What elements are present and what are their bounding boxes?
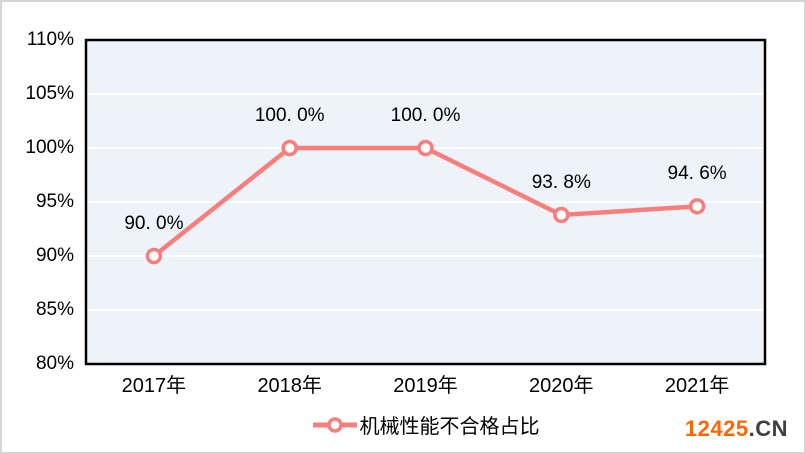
watermark-suffix: .CN xyxy=(748,416,788,441)
data-label: 100. 0% xyxy=(254,105,325,126)
data-point-marker xyxy=(688,198,706,215)
y-tick-label: 100% xyxy=(25,137,74,158)
data-label: 94. 6% xyxy=(667,163,727,185)
y-tick-label: 85% xyxy=(35,299,74,320)
y-tick-label: 110% xyxy=(26,29,74,50)
plot-border xyxy=(84,38,767,366)
x-category-label: 2021年 xyxy=(664,375,730,397)
data-point-marker xyxy=(417,139,434,157)
data-point-marker xyxy=(281,139,298,157)
x-category-label: 2020年 xyxy=(529,375,594,397)
data-point-marker xyxy=(553,206,570,224)
y-tick-label: 105% xyxy=(25,83,74,104)
data-label: 100. 0% xyxy=(390,105,461,126)
x-category-label: 2017年 xyxy=(121,375,187,397)
legend-label: 机械性能不合格占比 xyxy=(359,416,540,438)
legend: 机械性能不合格占比 xyxy=(86,410,765,439)
watermark: 12425.CN xyxy=(685,416,788,442)
x-category-label: 2018年 xyxy=(257,375,322,397)
y-tick-label: 90% xyxy=(35,245,74,266)
data-label: 93. 8% xyxy=(531,171,591,193)
y-tick-label: 95% xyxy=(35,191,74,212)
y-tick-label: 80% xyxy=(35,353,74,374)
data-label: 90. 0% xyxy=(124,213,184,234)
x-category-label: 2019年 xyxy=(393,375,458,397)
data-point-marker xyxy=(145,247,163,265)
legend-line-marker-icon xyxy=(312,416,357,433)
watermark-number: 12425 xyxy=(684,416,749,441)
